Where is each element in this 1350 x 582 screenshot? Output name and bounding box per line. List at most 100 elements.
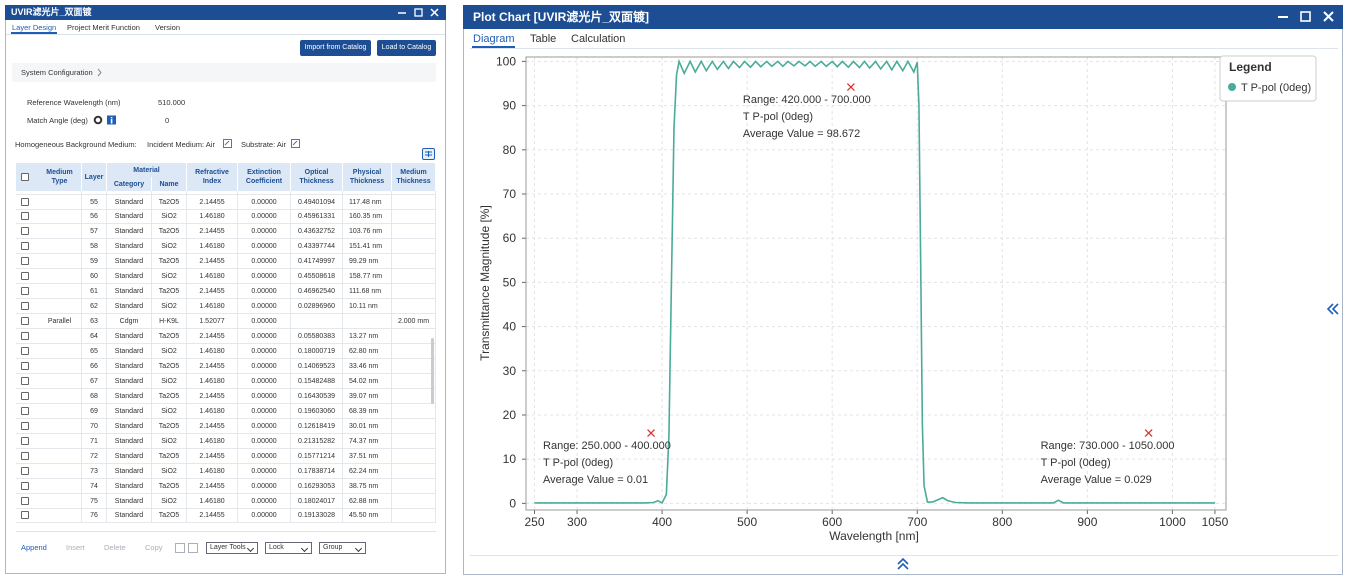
checkbox[interactable] <box>21 272 29 281</box>
checkbox[interactable] <box>21 332 29 341</box>
annotation-text: Range: 420.000 - 700.000 <box>743 94 871 106</box>
tab[interactable]: Layer Design <box>12 23 57 32</box>
table-cell: 68 <box>82 388 107 404</box>
table-cell: 111.68 nm <box>343 284 392 300</box>
column-header: Medium Type <box>38 163 82 191</box>
table-row[interactable]: 68 Standard Ta2O5 2.14455 0.00000 0.16430539 3… <box>16 388 436 404</box>
dropdown[interactable]: Group <box>319 542 366 554</box>
checkbox[interactable] <box>21 436 29 445</box>
table-cell: Standard <box>107 209 152 225</box>
checkbox[interactable] <box>21 511 29 520</box>
table-row[interactable]: 75 Standard SiO2 1.46180 0.00000 0.18024017 62… <box>16 493 436 509</box>
table-row[interactable]: 74 Standard Ta2O5 2.14455 0.00000 0.16293053 3… <box>16 478 436 494</box>
icon-button[interactable] <box>175 543 185 553</box>
expand-bottom-icon[interactable] <box>896 557 910 571</box>
footer-action[interactable]: Delete <box>104 543 126 552</box>
table-cell: 0.00000 <box>238 209 291 225</box>
checkbox[interactable] <box>21 466 29 475</box>
edit-icon[interactable] <box>291 139 301 149</box>
table-cell <box>392 284 436 300</box>
table-cell: Standard <box>107 358 152 374</box>
checkbox[interactable] <box>21 173 29 181</box>
checkbox[interactable] <box>21 257 29 266</box>
table-row[interactable]: 56 Standard SiO2 1.46180 0.00000 0.45961331 16… <box>16 209 436 225</box>
checkbox[interactable] <box>21 391 29 400</box>
checkbox[interactable] <box>21 496 29 505</box>
table-row[interactable]: 62 Standard SiO2 1.46180 0.00000 0.02896960 10… <box>16 299 436 315</box>
table-row[interactable]: Parallel 63 Cdgm H-K9L 1.52077 0.00000 2.000 m… <box>16 314 436 330</box>
table-row[interactable]: 61 Standard Ta2O5 2.14455 0.00000 0.46962540 1… <box>16 284 436 300</box>
checkbox[interactable] <box>21 421 29 430</box>
collapse-right-icon[interactable] <box>1326 302 1340 316</box>
table-tool-icon[interactable] <box>422 148 435 160</box>
window-controls[interactable] <box>1274 5 1340 29</box>
checkbox[interactable] <box>21 197 29 206</box>
tab[interactable]: Calculation <box>571 33 626 45</box>
icon-button[interactable] <box>188 543 198 553</box>
table-row[interactable]: 73 Standard SiO2 1.46180 0.00000 0.17838714 62… <box>16 463 436 479</box>
table-row[interactable]: 72 Standard Ta2O5 2.14455 0.00000 0.15771214 3… <box>16 448 436 464</box>
table-cell: 69 <box>82 403 107 419</box>
table-cell: 1.46180 <box>187 299 238 315</box>
table-row[interactable]: 54StandardSiO21.461800.000000.5043430417… <box>16 191 436 195</box>
table-row[interactable]: 60 Standard SiO2 1.46180 0.00000 0.45508618 15… <box>16 269 436 285</box>
section-bar[interactable] <box>12 63 436 82</box>
checkbox[interactable] <box>21 302 29 311</box>
table-cell: Standard <box>107 239 152 255</box>
table-row[interactable]: 65 Standard SiO2 1.46180 0.00000 0.18000719 62… <box>16 344 436 359</box>
checkbox[interactable] <box>21 451 29 460</box>
checkbox[interactable] <box>21 361 29 370</box>
table-cell <box>392 269 436 285</box>
legend-swatch <box>1228 83 1236 91</box>
edit-icon[interactable] <box>223 139 233 149</box>
checkbox-cell <box>21 406 29 415</box>
checkbox[interactable] <box>21 317 29 326</box>
table-row[interactable]: 67 Standard SiO2 1.46180 0.00000 0.15482488 54… <box>16 373 436 389</box>
field-value[interactable]: 0 <box>165 116 170 125</box>
button[interactable]: Import from Catalog <box>300 40 371 56</box>
dropdown[interactable]: Layer Tools <box>206 542 258 554</box>
section-title[interactable]: System Configuration <box>21 68 93 77</box>
tab[interactable]: Project Merit Function <box>67 23 140 32</box>
footer-action[interactable]: Append <box>21 543 47 552</box>
table-cell <box>392 239 436 255</box>
table-row[interactable]: 58 Standard SiO2 1.46180 0.00000 0.43397744 15… <box>16 239 436 255</box>
tab[interactable]: Version <box>155 23 181 32</box>
checkbox-cell <box>21 227 29 236</box>
footer-action[interactable]: Insert <box>66 543 85 552</box>
checkbox[interactable] <box>21 212 29 221</box>
table-row[interactable]: 69 Standard SiO2 1.46180 0.00000 0.19603060 68… <box>16 403 436 419</box>
table-cell: Standard <box>107 433 152 449</box>
tab[interactable]: Table <box>530 33 557 45</box>
table-cell: Standard <box>107 254 152 270</box>
checkbox[interactable] <box>21 481 29 490</box>
checkbox[interactable] <box>21 347 29 355</box>
table-row[interactable]: 59 Standard Ta2O5 2.14455 0.00000 0.41749997 9… <box>16 254 436 270</box>
checkbox[interactable] <box>21 406 29 415</box>
table-row[interactable]: 64 Standard Ta2O5 2.14455 0.00000 0.05580383 1… <box>16 329 436 345</box>
checkbox[interactable] <box>21 376 29 385</box>
scrollbar[interactable] <box>431 338 434 404</box>
checkbox[interactable] <box>21 287 29 296</box>
table-row[interactable]: 66 Standard Ta2O5 2.14455 0.00000 0.14069523 3… <box>16 358 436 374</box>
window-controls[interactable] <box>395 5 445 20</box>
table-cell: 67 <box>82 373 107 389</box>
dropdown[interactable]: Lock <box>265 542 312 554</box>
checkbox[interactable] <box>21 242 29 251</box>
field-icons[interactable] <box>93 115 117 125</box>
table-cell: 0.00000 <box>238 329 291 345</box>
table-row[interactable]: 71 Standard SiO2 1.46180 0.00000 0.21315282 74… <box>16 433 436 449</box>
field-value[interactable]: 510.000 <box>158 98 186 107</box>
table-row[interactable]: 55 Standard Ta2O5 2.14455 0.00000 0.49401094 1… <box>16 194 436 210</box>
tab[interactable]: Diagram <box>473 33 515 45</box>
table-row[interactable]: 70 Standard Ta2O5 2.14455 0.00000 0.12618419 3… <box>16 418 436 434</box>
table-cell <box>38 194 82 210</box>
table-row[interactable]: 76 Standard Ta2O5 2.14455 0.00000 0.19133028 4… <box>16 508 436 524</box>
table-cell: 1.46180 <box>187 433 238 449</box>
button[interactable]: Load to Catalog <box>377 40 436 56</box>
table-row[interactable]: 57 Standard Ta2O5 2.14455 0.00000 0.43632752 1… <box>16 224 436 240</box>
footer-action[interactable]: Copy <box>145 543 163 552</box>
table-cell <box>38 448 82 464</box>
checkbox[interactable] <box>21 227 29 236</box>
